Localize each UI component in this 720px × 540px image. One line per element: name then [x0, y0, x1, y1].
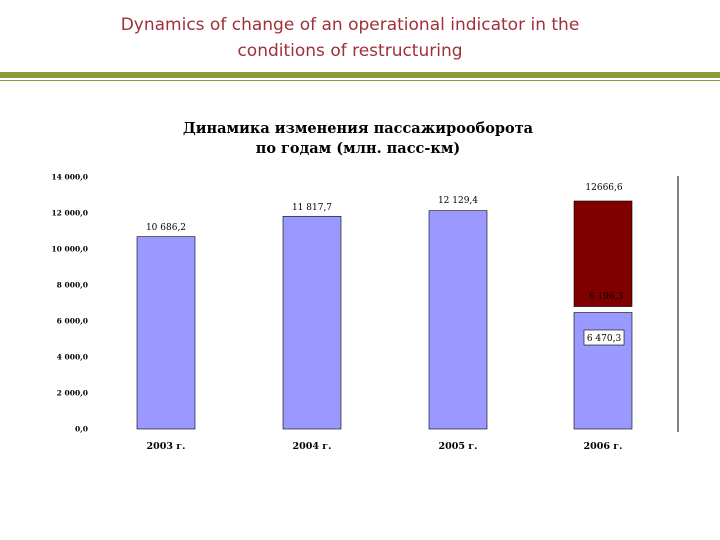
- category-label: 2005 г.: [439, 441, 478, 452]
- bars: [136, 200, 633, 430]
- bar: [282, 215, 342, 430]
- category-label: 2006 г.: [584, 441, 623, 452]
- y-tick-label: 2 000,0: [57, 389, 88, 398]
- y-axis-ticks: 0,0 2 000,0 4 000,0 6 000,0 8 000,0 10 000,0 1…: [51, 173, 88, 434]
- bar-value-label: 12 129,4: [438, 196, 478, 206]
- y-tick-label: 6 000,0: [57, 317, 88, 326]
- category-label: 2004 г.: [293, 441, 332, 452]
- bar: [428, 210, 488, 430]
- category-label: 2003 г.: [147, 441, 186, 452]
- slide-title: Dynamics of change of an operational ind…: [40, 12, 660, 64]
- slide-title-line-1: Dynamics of change of an operational ind…: [120, 15, 580, 35]
- y-tick-label: 0,0: [75, 425, 88, 434]
- bar-stacked: [573, 200, 633, 307]
- chart-title: Динамика изменения пассажирооборота: [183, 120, 534, 137]
- y-tick-label: 12 000,0: [51, 209, 88, 218]
- y-tick-label: 14 000,0: [51, 173, 88, 182]
- title-divider-thick: [0, 72, 720, 78]
- bar-stacked-value-label: 6 196,3: [589, 292, 624, 302]
- y-tick-label: 4 000,0: [57, 353, 88, 362]
- bar-value-label: 6 470,3: [587, 334, 622, 344]
- title-divider-thin: [0, 80, 720, 81]
- y-tick-label: 10 000,0: [51, 245, 88, 254]
- data-labels: 10 686,2 11 817,7 12 129,4 6 470,3 6 196,3 12…: [146, 183, 625, 346]
- y-tick-label: 8 000,0: [57, 281, 88, 290]
- label-box: [583, 329, 625, 346]
- slide-title-line-2: conditions of restructuring: [237, 41, 463, 61]
- stack-total-label: 12666,6: [585, 183, 622, 193]
- bar-value-label: 10 686,2: [146, 223, 186, 233]
- chart-subtitle: по годам (млн. пасс-км): [256, 140, 461, 157]
- bar: [136, 236, 196, 430]
- category-labels: 2003 г. 2004 г. 2005 г. 2006 г.: [147, 441, 623, 452]
- bar-value-label: 11 817,7: [292, 203, 332, 213]
